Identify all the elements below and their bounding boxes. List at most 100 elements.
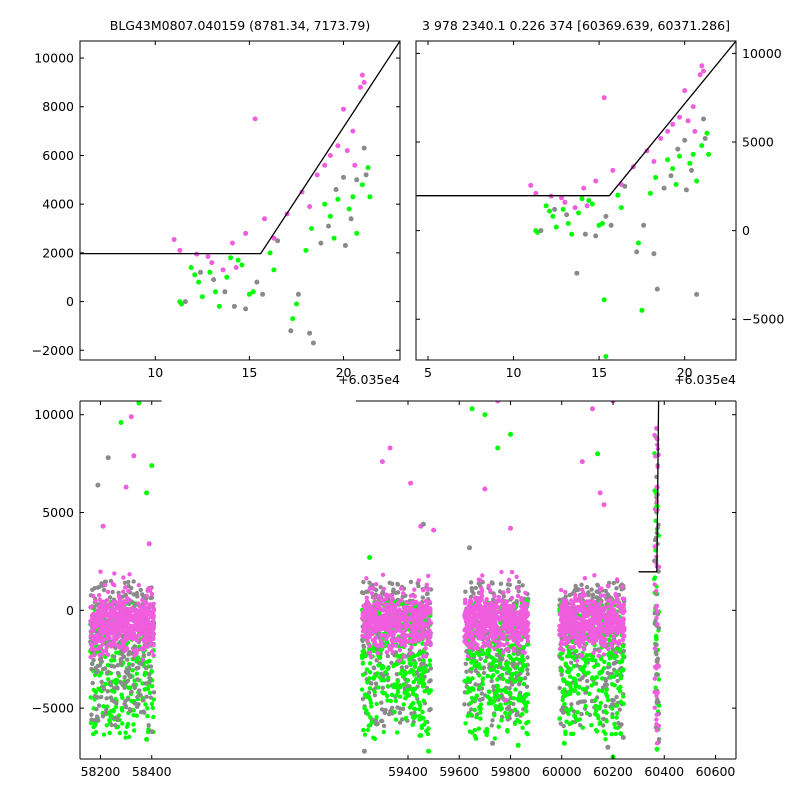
top-right-green-point bbox=[579, 196, 585, 202]
bottom-green-point bbox=[374, 715, 379, 720]
bottom-gray-point bbox=[397, 710, 403, 716]
bottom-gray-point bbox=[129, 689, 134, 694]
bottom-gray-point bbox=[620, 735, 626, 740]
bottom-magenta-point bbox=[589, 605, 594, 610]
bottom-x-tick-label: 60400 bbox=[644, 764, 684, 779]
bottom-gray-point bbox=[615, 678, 620, 684]
bottom-green-point bbox=[519, 696, 524, 702]
bottom-magenta-point bbox=[384, 636, 389, 642]
bottom-magenta-point bbox=[499, 633, 505, 638]
bottom-gray-point bbox=[590, 592, 596, 597]
bottom-gray-point bbox=[127, 649, 132, 655]
bottom-magenta-point bbox=[519, 629, 524, 634]
bottom-green-point bbox=[462, 678, 467, 684]
bottom-gray-point bbox=[148, 664, 154, 669]
bottom-green-point bbox=[386, 675, 391, 681]
bottom-gray-point bbox=[585, 678, 590, 684]
bottom-magenta-point bbox=[128, 414, 134, 420]
bottom-magenta-point bbox=[404, 599, 409, 605]
bottom-green-point bbox=[127, 734, 132, 740]
bottom-magenta-point bbox=[151, 601, 156, 606]
bottom-green-point bbox=[523, 704, 528, 710]
top-right-green-point bbox=[690, 151, 696, 157]
top-left-green-point bbox=[309, 226, 314, 231]
bottom-magenta-point bbox=[379, 627, 384, 632]
bottom-green-point bbox=[477, 652, 482, 658]
bottom-green-point bbox=[100, 710, 106, 716]
bottom-green-point bbox=[477, 685, 482, 690]
bottom-green-point bbox=[621, 654, 626, 659]
bottom-green-point bbox=[363, 653, 368, 659]
bottom-magenta-point bbox=[500, 650, 506, 655]
bottom-magenta-point bbox=[484, 642, 490, 647]
bottom-green-point bbox=[590, 657, 595, 663]
bottom-magenta-point bbox=[605, 633, 610, 638]
bottom-magenta-point bbox=[150, 619, 155, 624]
bottom-magenta-point bbox=[574, 658, 580, 663]
bottom-magenta-point bbox=[101, 648, 106, 654]
bottom-magenta-point bbox=[613, 640, 619, 645]
bottom-green-point bbox=[113, 677, 119, 683]
bottom-green-point bbox=[108, 713, 114, 719]
bottom-green-point bbox=[113, 704, 119, 709]
bottom-x-tick-label: 59800 bbox=[491, 764, 531, 779]
bottom-magenta-point bbox=[378, 597, 383, 602]
bottom-magenta-point bbox=[107, 620, 113, 625]
bottom-gray-point bbox=[97, 663, 103, 668]
bottom-green-point bbox=[620, 644, 626, 649]
bottom-gray-point bbox=[603, 704, 608, 709]
top-right-magenta-point bbox=[685, 118, 691, 124]
bottom-magenta-point bbox=[615, 604, 621, 609]
bottom-gray-point bbox=[109, 698, 115, 703]
bottom-magenta-point bbox=[597, 648, 602, 654]
bottom-magenta-point bbox=[98, 569, 103, 574]
bottom-magenta-point bbox=[480, 633, 485, 639]
top-left-green-point bbox=[216, 303, 222, 309]
bottom-magenta-point bbox=[557, 632, 562, 637]
bottom-gray-point bbox=[514, 712, 519, 718]
top-right-x-tick-label: 15 bbox=[591, 365, 607, 380]
bottom-gray-point bbox=[135, 704, 140, 709]
bottom-magenta-point bbox=[398, 642, 403, 647]
bottom-magenta-point bbox=[493, 603, 498, 608]
bottom-magenta-point bbox=[122, 629, 127, 635]
bottom-green-point bbox=[572, 713, 578, 719]
bottom-magenta-point bbox=[573, 595, 578, 601]
bottom-magenta-point bbox=[113, 634, 118, 640]
bottom-green-point bbox=[151, 714, 156, 720]
bottom-magenta-point bbox=[522, 650, 527, 655]
bottom-magenta-point bbox=[374, 582, 379, 587]
top-left-gray-point bbox=[288, 328, 294, 334]
bottom-green-point bbox=[609, 732, 614, 737]
bottom-gray-point bbox=[416, 583, 421, 589]
bottom-green-point bbox=[478, 710, 483, 715]
top-right-green-point bbox=[565, 221, 571, 226]
bottom-green-point bbox=[463, 721, 468, 726]
bottom-gray-point bbox=[137, 661, 142, 666]
bottom-magenta-point bbox=[367, 650, 373, 655]
bottom-green-point bbox=[597, 704, 602, 709]
bottom-green-point bbox=[605, 697, 611, 703]
bottom-magenta-point bbox=[124, 635, 129, 641]
bottom-magenta-point bbox=[614, 626, 619, 631]
top-left-gray-point bbox=[341, 174, 346, 180]
bottom-magenta-point bbox=[105, 652, 111, 657]
bottom-green-point bbox=[395, 689, 401, 695]
bottom-green-point bbox=[573, 684, 578, 689]
bottom-magenta-point bbox=[387, 647, 393, 652]
bottom-gray-point bbox=[605, 592, 610, 597]
bottom-gray-point bbox=[373, 681, 379, 686]
top-left-magenta-point bbox=[177, 247, 183, 253]
bottom-green-point bbox=[468, 700, 473, 706]
bottom-green-point bbox=[418, 672, 424, 677]
bottom-green-point bbox=[564, 719, 569, 724]
bottom-green-point bbox=[593, 703, 598, 709]
bottom-green-point bbox=[512, 721, 518, 726]
bottom-green-point bbox=[515, 696, 520, 702]
bottom-magenta-point bbox=[569, 629, 574, 635]
bottom-green-point bbox=[412, 715, 417, 720]
bottom-green-point bbox=[613, 725, 618, 730]
bottom-magenta-point bbox=[505, 646, 510, 652]
top-left-x-tick-label: 10 bbox=[147, 365, 163, 380]
bottom-gray-point bbox=[616, 720, 621, 726]
